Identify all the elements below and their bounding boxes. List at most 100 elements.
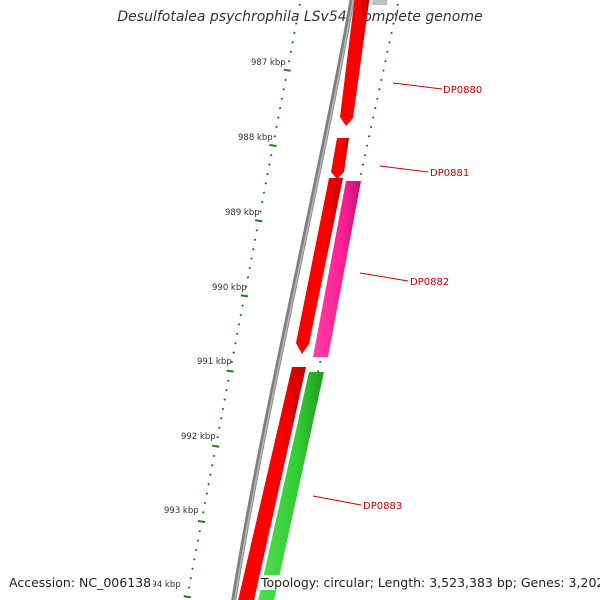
gene-label-line-dp0881 (379, 165, 429, 173)
inner-ruler-tick (218, 426, 221, 430)
outer-ruler-tick (363, 153, 367, 157)
inner-ruler-tick (191, 567, 194, 571)
genome-backbone (231, 0, 355, 600)
inner-ruler-tick (201, 511, 205, 514)
inner-ruler-tick (193, 558, 196, 561)
inner-ruler-tick (226, 369, 234, 373)
inner-ruler-tick (189, 576, 193, 580)
inner-ruler-tick (216, 435, 219, 439)
inner-ruler-tick (225, 388, 228, 392)
coordinate-label-992-kbp: 992 kbp (181, 432, 216, 442)
accession-text: Accession: NC_006138 (7, 575, 154, 590)
inner-ruler-tick (291, 41, 294, 44)
inner-ruler-tick (264, 182, 268, 185)
genome-summary-text: Topology: circular; Length: 3,523,383 bp… (259, 575, 600, 590)
inner-ruler-tick (294, 22, 298, 25)
inner-ruler-tick (273, 135, 277, 138)
inner-ruler-tick (239, 313, 243, 317)
inner-ruler-tick (232, 351, 235, 354)
inner-ruler-tick (212, 454, 216, 458)
outer-ruler-tick (380, 78, 383, 82)
inner-ruler-tick (278, 106, 282, 110)
page-title: Desulfotalea psychrophila LSv54, complet… (117, 9, 483, 25)
inner-ruler-tick (296, 12, 300, 16)
inner-ruler-tick (298, 3, 302, 7)
coordinate-label-988-kbp: 988 kbp (238, 133, 273, 143)
outer-ruler-tick (394, 12, 397, 16)
gene-label-line-dp0882 (359, 272, 409, 282)
inner-ruler-tick (266, 172, 269, 176)
inner-ruler-tick (246, 276, 250, 279)
inner-ruler-tick (287, 59, 291, 63)
inner-ruler-tick (205, 492, 209, 495)
inner-ruler-tick (284, 78, 287, 82)
inner-ruler-tick (221, 407, 225, 411)
outer-ruler-tick (369, 125, 373, 129)
inner-ruler-tick (241, 304, 244, 307)
inner-ruler-tick (251, 247, 255, 251)
outer-ruler-tick (375, 97, 379, 101)
coordinate-label-989-kbp: 989 kbp (225, 208, 260, 218)
inner-ruler-tick (255, 229, 259, 232)
inner-ruler-tick (197, 520, 206, 523)
outer-ruler-tick (367, 135, 371, 138)
inner-ruler-tick (198, 529, 202, 533)
genome-backbone-highlight (234, 0, 354, 600)
inner-ruler-tick (230, 360, 234, 364)
outer-ruler-tick (377, 88, 381, 91)
inner-ruler-tick (250, 257, 253, 260)
gene-feature-dp0881 (331, 138, 349, 179)
outer-ruler-tick (318, 360, 322, 364)
gene-label-dp0883: DP0883 (363, 501, 402, 512)
inner-ruler-tick (240, 294, 249, 298)
outer-ruler-tick (392, 22, 395, 25)
inner-ruler-tick (260, 200, 264, 204)
outer-ruler-tick (386, 50, 389, 54)
inner-ruler-tick (244, 285, 248, 289)
outer-ruler-tick (361, 163, 365, 166)
inner-ruler-tick (207, 482, 210, 486)
gene-label-dp0880: DP0880 (443, 85, 482, 96)
inner-ruler-tick (194, 548, 198, 552)
outer-ruler-tick (396, 3, 399, 7)
inner-ruler-tick (210, 464, 214, 467)
gene-feature-dp0882-forward (296, 178, 343, 354)
outer-ruler-tick (373, 106, 377, 110)
inner-ruler-tick (237, 323, 241, 326)
inner-ruler-tick (283, 68, 291, 72)
gene-feature-top-fragment (372, 0, 388, 5)
inner-ruler-tick (269, 153, 273, 157)
coordinate-label-991-kbp: 991 kbp (197, 357, 232, 367)
inner-ruler-tick (282, 88, 285, 91)
inner-ruler-tick (183, 595, 191, 599)
inner-ruler-tick (275, 125, 278, 129)
inner-ruler-tick (219, 417, 223, 420)
gene-label-line-dp0880 (392, 82, 443, 90)
inner-ruler-tick (235, 332, 239, 336)
outer-ruler-tick (365, 144, 369, 148)
inner-ruler-tick (212, 444, 220, 448)
inner-ruler-tick (248, 266, 252, 270)
inner-ruler-tick (223, 398, 227, 401)
coordinate-label-990-kbp: 990 kbp (212, 283, 247, 293)
gene-label-dp0882: DP0882 (410, 277, 449, 288)
inner-ruler-tick (262, 191, 266, 195)
outer-ruler-tick (388, 41, 391, 44)
outer-ruler-tick (382, 69, 385, 72)
inner-ruler-tick (255, 219, 263, 223)
inner-ruler-tick (293, 31, 296, 35)
outer-ruler-tick (316, 370, 320, 373)
inner-ruler-tick (203, 501, 207, 505)
inner-ruler-tick (209, 473, 212, 477)
outer-ruler-tick (384, 59, 387, 63)
inner-ruler-tick (280, 97, 284, 101)
coordinate-label-993-kbp: 993 kbp (164, 506, 199, 516)
outer-ruler-tick (371, 116, 375, 119)
inner-ruler-tick (276, 116, 280, 119)
gene-feature-dp0883-forward (238, 367, 306, 600)
coordinate-label-987-kbp: 987 kbp (251, 58, 286, 68)
gene-label-dp0881: DP0881 (430, 168, 469, 179)
inner-ruler-tick (268, 163, 271, 166)
gene-feature-dp0880 (340, 0, 370, 126)
